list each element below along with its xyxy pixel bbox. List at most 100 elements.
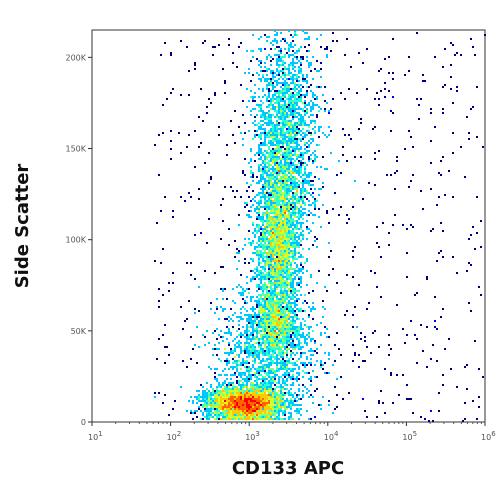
event-dot xyxy=(288,334,290,336)
event-dot xyxy=(238,388,240,390)
event-dot xyxy=(298,150,300,152)
event-dot xyxy=(226,378,228,380)
event-dot xyxy=(310,84,312,86)
event-dot xyxy=(244,396,246,398)
event-dot xyxy=(262,174,264,176)
event-dot xyxy=(434,56,436,58)
event-dot xyxy=(294,404,296,406)
event-dot xyxy=(278,282,280,284)
event-dot xyxy=(268,258,270,260)
event-dot xyxy=(264,388,266,390)
event-dot xyxy=(308,132,310,134)
event-dot xyxy=(310,384,312,386)
event-dot xyxy=(164,196,166,198)
event-dot xyxy=(360,338,362,340)
event-dot xyxy=(312,140,314,142)
event-dot xyxy=(262,186,264,188)
event-dot xyxy=(238,414,240,416)
event-dot xyxy=(232,410,234,412)
event-dot xyxy=(260,270,262,272)
event-dot xyxy=(264,154,266,156)
event-dot xyxy=(276,112,278,114)
event-dot xyxy=(294,252,296,254)
event-dot xyxy=(476,86,478,88)
event-dot xyxy=(274,48,276,50)
event-dot xyxy=(280,168,282,170)
event-dot xyxy=(264,416,266,418)
event-dot xyxy=(276,202,278,204)
event-dot xyxy=(274,230,276,232)
event-dot xyxy=(296,76,298,78)
event-dot xyxy=(292,322,294,324)
event-dot xyxy=(272,326,274,328)
event-dot xyxy=(452,256,454,258)
event-dot xyxy=(290,308,292,310)
event-dot xyxy=(282,134,284,136)
event-dot xyxy=(278,386,280,388)
event-dot xyxy=(268,282,270,284)
event-dot xyxy=(232,390,234,392)
event-dot xyxy=(190,410,192,412)
event-dot xyxy=(286,384,288,386)
event-dot xyxy=(258,324,260,326)
event-dot xyxy=(420,190,422,192)
event-dot xyxy=(466,270,468,272)
event-dot xyxy=(294,204,296,206)
event-dot xyxy=(286,328,288,330)
event-dot xyxy=(288,128,290,130)
event-dot xyxy=(310,376,312,378)
event-dot xyxy=(282,242,284,244)
event-dot xyxy=(268,366,270,368)
event-dot xyxy=(272,84,274,86)
event-dot xyxy=(190,274,192,276)
event-dot xyxy=(232,398,234,400)
event-dot xyxy=(314,206,316,208)
event-dot xyxy=(218,394,220,396)
event-dot xyxy=(282,240,284,242)
event-dot xyxy=(244,360,246,362)
event-dot xyxy=(294,116,296,118)
event-dot xyxy=(276,306,278,308)
event-dot xyxy=(284,336,286,338)
event-dot xyxy=(298,404,300,406)
event-dot xyxy=(282,188,284,190)
event-dot xyxy=(256,410,258,412)
event-dot xyxy=(284,248,286,250)
event-dot xyxy=(238,284,240,286)
event-dot xyxy=(274,202,276,204)
event-dot xyxy=(274,188,276,190)
event-dot xyxy=(292,326,294,328)
event-dot xyxy=(202,400,204,402)
event-dot xyxy=(274,244,276,246)
event-dot xyxy=(264,204,266,206)
event-dot xyxy=(254,316,256,318)
event-dot xyxy=(154,144,156,146)
event-dot xyxy=(278,324,280,326)
event-dot xyxy=(294,30,296,32)
event-dot xyxy=(270,116,272,118)
event-dot xyxy=(316,144,318,146)
event-dot xyxy=(296,380,298,382)
event-dot xyxy=(272,172,274,174)
event-dot xyxy=(196,390,198,392)
event-dot xyxy=(260,250,262,252)
event-dot xyxy=(278,174,280,176)
event-dot xyxy=(256,368,258,370)
event-dot xyxy=(254,248,256,250)
event-dot xyxy=(264,340,266,342)
event-dot xyxy=(274,388,276,390)
event-dot xyxy=(292,150,294,152)
event-dot xyxy=(274,348,276,350)
event-dot xyxy=(260,280,262,282)
event-dot xyxy=(278,348,280,350)
event-dot xyxy=(268,280,270,282)
event-dot xyxy=(302,196,304,198)
event-dot xyxy=(260,70,262,72)
event-dot xyxy=(264,172,266,174)
event-dot xyxy=(252,278,254,280)
event-dot xyxy=(286,366,288,368)
event-dot xyxy=(236,404,238,406)
event-dot xyxy=(300,222,302,224)
event-dot xyxy=(296,84,298,86)
event-dot xyxy=(308,334,310,336)
